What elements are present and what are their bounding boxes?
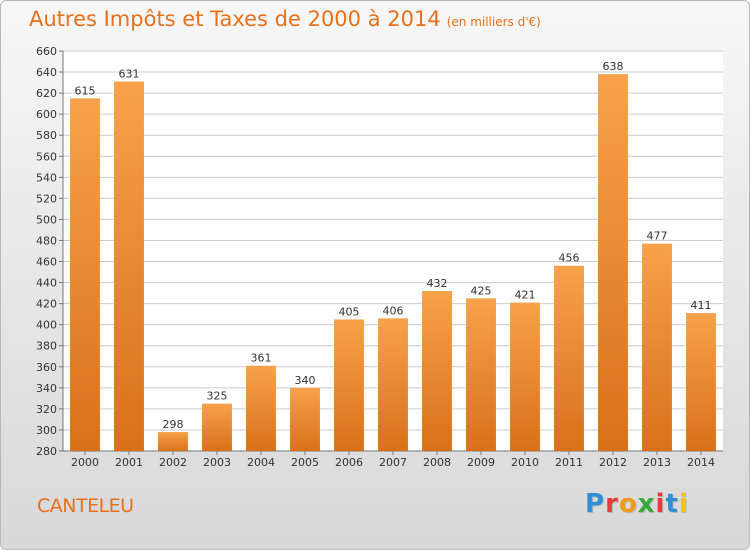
- bar-value-label: 406: [383, 304, 404, 317]
- logo-letter: i: [678, 489, 689, 519]
- bar-2001: [114, 81, 144, 452]
- x-tick-label: 2014: [687, 456, 715, 469]
- bar-value-label: 456: [559, 252, 580, 265]
- y-tick-label: 500: [36, 213, 57, 226]
- y-tick-label: 560: [36, 150, 57, 163]
- bar-value-label: 411: [691, 299, 712, 312]
- y-tick-label: 400: [36, 319, 57, 332]
- bar-value-label: 425: [471, 284, 492, 297]
- bar-value-label: 361: [251, 352, 272, 365]
- bar-value-label: 298: [163, 418, 184, 431]
- bar-value-label: 615: [75, 84, 96, 97]
- x-tick-label: 2007: [379, 456, 407, 469]
- logo-letter: P: [585, 489, 606, 519]
- y-tick-label: 360: [36, 361, 57, 374]
- logo-letter: t: [665, 489, 679, 519]
- y-tick-label: 600: [36, 108, 57, 121]
- y-tick-label: 300: [36, 424, 57, 437]
- bar-value-label: 432: [427, 277, 448, 290]
- bar-2006: [334, 319, 364, 451]
- x-tick-label: 2005: [291, 456, 319, 469]
- bar-value-label: 631: [119, 68, 140, 81]
- bar-2008: [422, 291, 452, 451]
- y-tick-label: 640: [36, 66, 57, 79]
- bar-value-label: 325: [207, 390, 228, 403]
- proxiti-logo: Proxiti: [585, 489, 689, 519]
- logo-letter: r: [605, 489, 619, 519]
- x-tick-label: 2010: [511, 456, 539, 469]
- bar-2004: [246, 365, 276, 451]
- x-tick-label: 2008: [423, 456, 451, 469]
- y-tick-label: 480: [36, 234, 57, 247]
- x-tick-label: 2003: [203, 456, 231, 469]
- bar-2012: [598, 74, 628, 451]
- y-tick-label: 660: [36, 45, 57, 58]
- bar-2005: [290, 387, 320, 451]
- bar-2003: [202, 403, 232, 451]
- y-tick-label: 520: [36, 192, 57, 205]
- bar-2000: [70, 98, 100, 452]
- y-tick-label: 340: [36, 382, 57, 395]
- y-tick-label: 280: [36, 445, 57, 458]
- y-tick-label: 380: [36, 340, 57, 353]
- y-tick-label: 320: [36, 403, 57, 416]
- bar-value-label: 405: [339, 305, 360, 318]
- y-tick-label: 460: [36, 256, 57, 269]
- x-tick-label: 2002: [159, 456, 187, 469]
- bar-2002: [158, 432, 188, 451]
- logo-letter: x: [637, 489, 656, 519]
- x-tick-label: 2001: [115, 456, 143, 469]
- bar-value-label: 477: [647, 230, 668, 243]
- bar-value-label: 421: [515, 289, 536, 302]
- chart-title: Autres Impôts et Taxes de 2000 à 2014 (en…: [29, 7, 541, 31]
- bar-2014: [686, 313, 716, 451]
- bar-2009: [466, 298, 496, 451]
- bar-2007: [378, 318, 408, 451]
- y-tick-label: 420: [36, 298, 57, 311]
- x-tick-label: 2009: [467, 456, 495, 469]
- x-tick-label: 2000: [71, 456, 99, 469]
- x-tick-label: 2006: [335, 456, 363, 469]
- y-tick-label: 540: [36, 171, 57, 184]
- y-tick-label: 580: [36, 129, 57, 142]
- city-name: CANTELEU: [37, 495, 134, 517]
- x-tick-label: 2013: [643, 456, 671, 469]
- bar-2013: [642, 243, 672, 451]
- logo-letter: o: [618, 489, 638, 519]
- y-tick-label: 620: [36, 87, 57, 100]
- bar-value-label: 340: [295, 374, 316, 387]
- x-tick-label: 2011: [555, 456, 583, 469]
- x-tick-label: 2004: [247, 456, 275, 469]
- y-tick-label: 440: [36, 277, 57, 290]
- logo-letter: i: [655, 489, 666, 519]
- chart-title-text: Autres Impôts et Taxes de 2000 à 2014: [29, 7, 441, 31]
- bar-2011: [554, 265, 584, 451]
- chart-unit: (en milliers d'€): [446, 15, 541, 29]
- x-tick-label: 2012: [599, 456, 627, 469]
- bar-2010: [510, 302, 540, 451]
- bar-value-label: 638: [603, 60, 624, 73]
